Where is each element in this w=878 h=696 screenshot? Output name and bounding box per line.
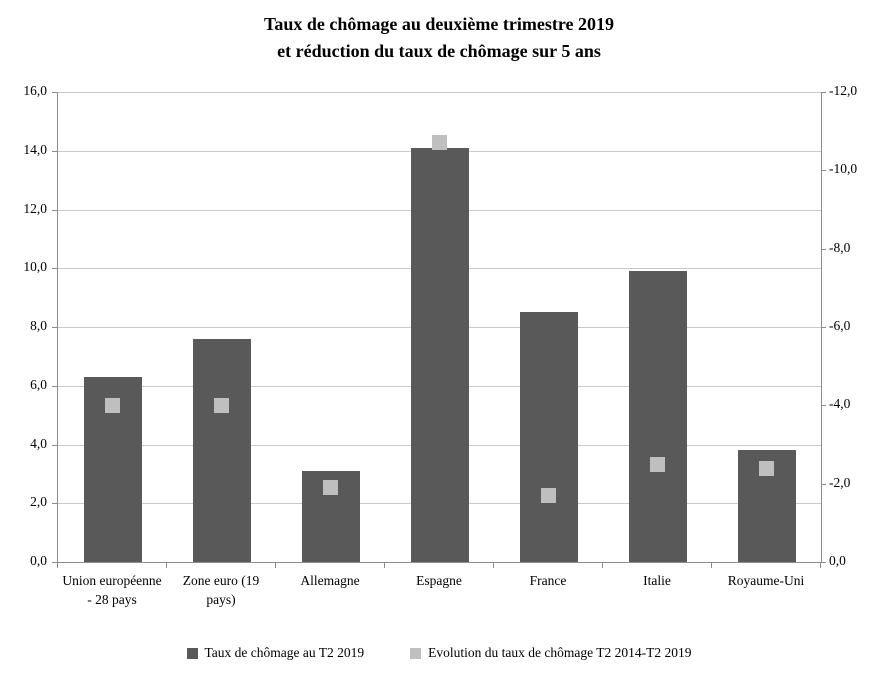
y-right-tick — [821, 92, 826, 93]
y-left-tick — [52, 386, 57, 387]
y-right-tick-label: -6,0 — [829, 318, 851, 333]
evolution-marker-0 — [105, 398, 120, 413]
x-category-label-0: Union européenne - 28 pays — [62, 573, 162, 607]
y-left-tick-label: 12,0 — [23, 201, 47, 216]
y-left-tick-label: 14,0 — [23, 142, 47, 157]
y-left-tick — [52, 445, 57, 446]
x-category-label-6: Royaume-Uni — [727, 573, 805, 588]
y-right-tick — [821, 249, 826, 250]
x-category-label-5: Italie — [643, 573, 671, 588]
legend-swatch-bar — [186, 647, 198, 659]
evolution-marker-6 — [759, 461, 774, 476]
y-left-tick — [52, 210, 57, 211]
x-axis-tick — [57, 563, 58, 568]
y-right-tick — [821, 327, 826, 328]
x-axis-tick — [384, 563, 385, 568]
bar-5 — [629, 271, 687, 562]
y-left-tick — [52, 562, 57, 563]
y-right-tick — [821, 484, 826, 485]
y-right-tick-label: -12,0 — [829, 83, 858, 98]
x-category-label-4: France — [529, 573, 567, 588]
y-right-tick — [821, 405, 826, 406]
chart-title-line1: Taux de chômage au deuxième trimestre 20… — [264, 14, 614, 34]
y-left-tick-label: 4,0 — [30, 436, 47, 451]
x-axis-tick — [820, 563, 821, 568]
y-left-tick-label: 6,0 — [30, 377, 47, 392]
bar-1 — [193, 339, 251, 562]
x-category-label-2: Allemagne — [300, 573, 360, 588]
y-left-tick — [52, 268, 57, 269]
y-left-tick-label: 10,0 — [23, 259, 47, 274]
y-right-tick-label: -8,0 — [829, 240, 851, 255]
evolution-marker-3 — [432, 135, 447, 150]
y-right-tick — [821, 170, 826, 171]
gridline — [58, 92, 821, 93]
evolution-marker-5 — [650, 457, 665, 472]
y-right-tick-label: 0,0 — [829, 553, 846, 568]
x-axis-tick — [493, 563, 494, 568]
chart-title-line2: et réduction du taux de chômage sur 5 an… — [277, 41, 601, 61]
y-left-tick — [52, 92, 57, 93]
legend-swatch-marker — [410, 647, 422, 659]
x-axis-tick — [275, 563, 276, 568]
x-category-label-1: Zone euro (19 pays) — [182, 573, 260, 607]
evolution-marker-2 — [323, 480, 338, 495]
evolution-marker-1 — [214, 398, 229, 413]
legend-item-evolution: Evolution du taux de chômage T2 2014-T2 … — [410, 645, 691, 661]
plot-area — [57, 92, 822, 563]
bar-4 — [520, 312, 578, 562]
y-left-tick — [52, 151, 57, 152]
legend-item-unemployment-rate: Taux de chômage au T2 2019 — [186, 645, 365, 661]
y-left-tick-label: 16,0 — [23, 83, 47, 98]
y-right-tick — [821, 562, 826, 563]
x-category-label-3: Espagne — [416, 573, 462, 588]
y-left-tick — [52, 327, 57, 328]
y-left-tick — [52, 503, 57, 504]
y-right-tick-label: -4,0 — [829, 396, 851, 411]
bar-3 — [411, 148, 469, 562]
legend-label-unemployment-rate: Taux de chômage au T2 2019 — [204, 645, 365, 660]
y-left-tick-label: 8,0 — [30, 318, 47, 333]
y-left-tick-label: 0,0 — [30, 553, 47, 568]
x-axis-tick — [166, 563, 167, 568]
legend: Taux de chômage au T2 2019 Evolution du … — [0, 645, 878, 661]
chart-title: Taux de chômage au deuxième trimestre 20… — [0, 11, 878, 65]
evolution-marker-4 — [541, 488, 556, 503]
y-right-tick-label: -2,0 — [829, 475, 851, 490]
y-left-tick-label: 2,0 — [30, 494, 47, 509]
x-axis-tick — [711, 563, 712, 568]
legend-label-evolution: Evolution du taux de chômage T2 2014-T2 … — [428, 645, 692, 660]
x-axis-tick — [602, 563, 603, 568]
y-right-tick-label: -10,0 — [829, 161, 858, 176]
